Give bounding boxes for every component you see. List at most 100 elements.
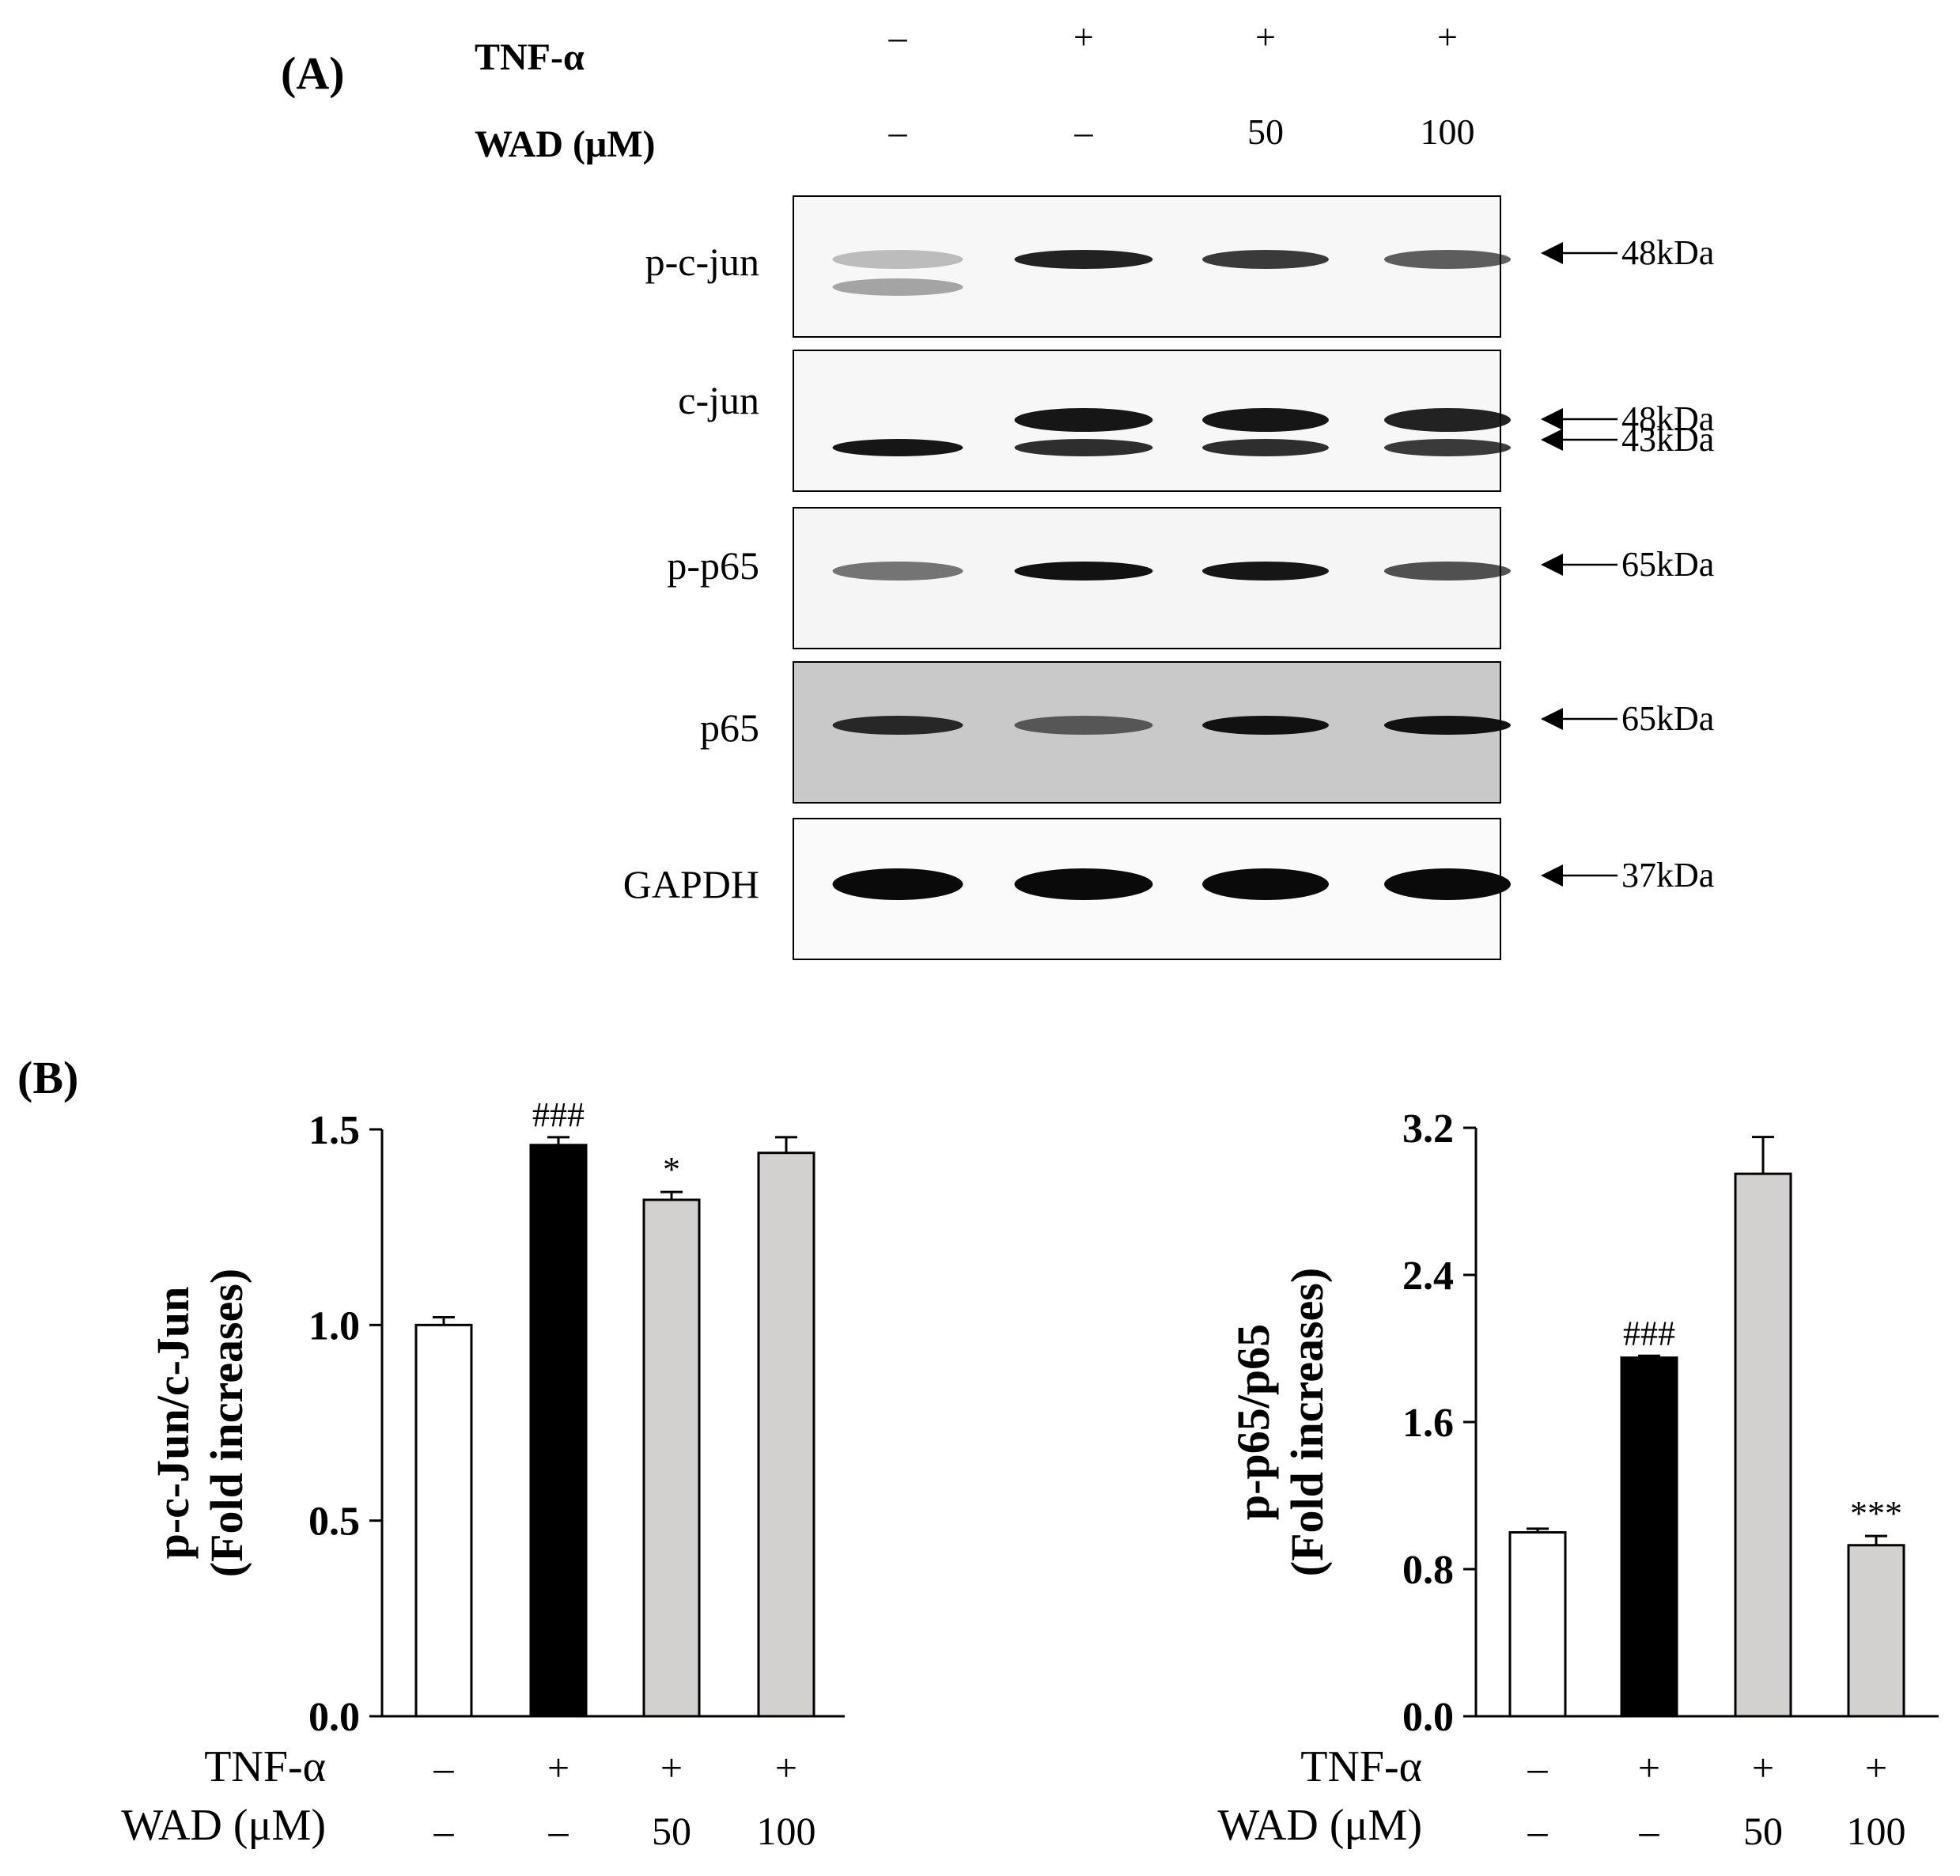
marker-label: 48kDa <box>1621 399 1714 438</box>
condition-value: – <box>1527 1746 1549 1790</box>
y-axis-label: p-p65/p65 (Fold increases) <box>1228 1268 1333 1576</box>
condition-value: + <box>660 1746 683 1790</box>
blot-protein-label: p-c-jun <box>645 240 759 284</box>
marker-label: 48kDa <box>1621 233 1714 272</box>
y-axis-label-line2: (Fold increases) <box>201 1269 252 1577</box>
y-axis-label-line1: p-p65/p65 <box>1228 1324 1279 1520</box>
blot-frame <box>793 195 1501 338</box>
bar <box>1847 1544 1905 1718</box>
blot-band <box>1202 408 1329 432</box>
condition-value: + <box>1865 1746 1887 1790</box>
blot-header-value: + <box>1073 17 1094 57</box>
blot-panel-p-c-jun: p-c-jun 48kDa <box>645 195 1714 338</box>
panel-b-label: (B) <box>17 1052 78 1103</box>
significance-label: ### <box>1623 1314 1675 1352</box>
condition-value: + <box>1752 1746 1774 1790</box>
condition-label-wad: WAD (μM) <box>1217 1801 1422 1850</box>
significance-label: * <box>663 1150 680 1189</box>
y-tick-label: 1.0 <box>308 1303 360 1348</box>
blot-band <box>1384 408 1511 432</box>
condition-value: 100 <box>1847 1809 1906 1853</box>
blot-band <box>832 716 963 735</box>
marker-label: 43kDa <box>1621 420 1714 459</box>
blot-band <box>1014 408 1153 432</box>
arrow-icon <box>1541 242 1563 264</box>
blot-band <box>1014 250 1153 269</box>
chart-p-c-jun-ratio: 0.0 0.5 1.0 1.5 p-c-Jun/c-Jun (Fold increases… <box>121 1095 845 1853</box>
blot-protein-label: GAPDH <box>623 862 759 906</box>
blot-band <box>1384 562 1511 581</box>
bar <box>1620 1356 1678 1718</box>
blot-header-value: + <box>1437 17 1458 57</box>
blot-band <box>1384 868 1511 900</box>
blot-band <box>1014 562 1153 581</box>
bar <box>757 1152 815 1718</box>
condition-value: + <box>775 1746 797 1790</box>
blot-panel-gapdh: GAPDH 37kDa <box>623 818 1714 960</box>
blot-panel-p-p65: p-p65 65kDa <box>667 507 1714 649</box>
panel-a-label: (A) <box>281 47 345 99</box>
blot-band-lower <box>832 278 963 296</box>
y-axis-label: p-c-Jun/c-Jun (Fold increases) <box>147 1269 252 1577</box>
y-tick-label: 0.0 <box>1402 1695 1454 1740</box>
blot-band <box>832 868 963 900</box>
y-axis-label-line1: p-c-Jun/c-Jun <box>147 1287 199 1560</box>
y-axis-label-line2: (Fold increases) <box>1281 1268 1333 1576</box>
arrow-icon <box>1541 864 1563 887</box>
y-tick-label: 0.8 <box>1402 1548 1454 1593</box>
bar <box>642 1198 701 1718</box>
marker-label: 65kDa <box>1621 545 1714 584</box>
blot-header-value: – <box>1074 112 1094 152</box>
condition-value: 100 <box>757 1809 816 1853</box>
condition-value: – <box>433 1809 455 1853</box>
blot-row-label-tnf: TNF-α <box>475 36 585 78</box>
blot-header-value: – <box>888 112 908 152</box>
condition-label-wad: WAD (μM) <box>121 1801 326 1850</box>
condition-value: + <box>547 1746 569 1790</box>
blot-band <box>1384 250 1511 269</box>
condition-value: – <box>1527 1809 1549 1853</box>
arrow-icon <box>1541 554 1563 576</box>
blot-band <box>832 250 963 269</box>
blot-band-lower <box>1202 439 1329 456</box>
bar <box>1508 1531 1567 1718</box>
blot-band <box>1202 716 1329 735</box>
significance-label: ### <box>532 1095 585 1134</box>
blot-row-label-wad: WAD (μM) <box>475 123 656 165</box>
bar <box>529 1144 588 1718</box>
condition-value: – <box>1639 1809 1660 1853</box>
blot-band <box>1202 250 1329 269</box>
blot-header-value: + <box>1255 17 1276 57</box>
condition-value: 50 <box>652 1809 691 1853</box>
condition-value: – <box>548 1809 569 1853</box>
panel-a-western-blot: (A) TNF-α WAD (μM) – + + + – – 50 100 p-c-jun 48… <box>281 17 1714 960</box>
y-tick-label: 0.5 <box>308 1500 360 1545</box>
blot-band <box>1202 868 1329 900</box>
condition-value: 50 <box>1743 1809 1783 1853</box>
blot-protein-label: p-p65 <box>667 543 759 588</box>
blot-header-value: 50 <box>1247 112 1284 152</box>
bar <box>1734 1172 1792 1718</box>
bar <box>414 1323 473 1718</box>
blot-band-lower <box>832 439 963 456</box>
condition-value: + <box>1638 1746 1660 1790</box>
arrow-icon <box>1541 408 1563 430</box>
blot-protein-label: c-jun <box>678 378 759 422</box>
blot-header-values: – + + + – – 50 100 <box>888 17 1475 152</box>
arrow-icon <box>1541 429 1563 451</box>
y-tick-label: 0.0 <box>308 1695 360 1740</box>
condition-value: – <box>433 1746 455 1790</box>
significance-label: *** <box>1850 1494 1902 1533</box>
blot-header-value: 100 <box>1421 112 1475 152</box>
blot-band <box>1014 716 1153 735</box>
blot-band-lower <box>1014 439 1153 456</box>
chart-p-p65-ratio: 0.0 0.8 1.6 2.4 3.2 p-p65/p65 (Fold increases)… <box>1217 1106 1939 1853</box>
blot-panel-p65: p65 65kDa <box>700 661 1714 804</box>
marker-label: 37kDa <box>1621 856 1714 895</box>
blot-band <box>1384 716 1511 735</box>
blot-header-value: – <box>888 17 908 57</box>
panel-b-bar-charts: (B) 0.00.51.01.5p-c-Jun/c-Jun (Fold incre… <box>17 1052 1939 1853</box>
